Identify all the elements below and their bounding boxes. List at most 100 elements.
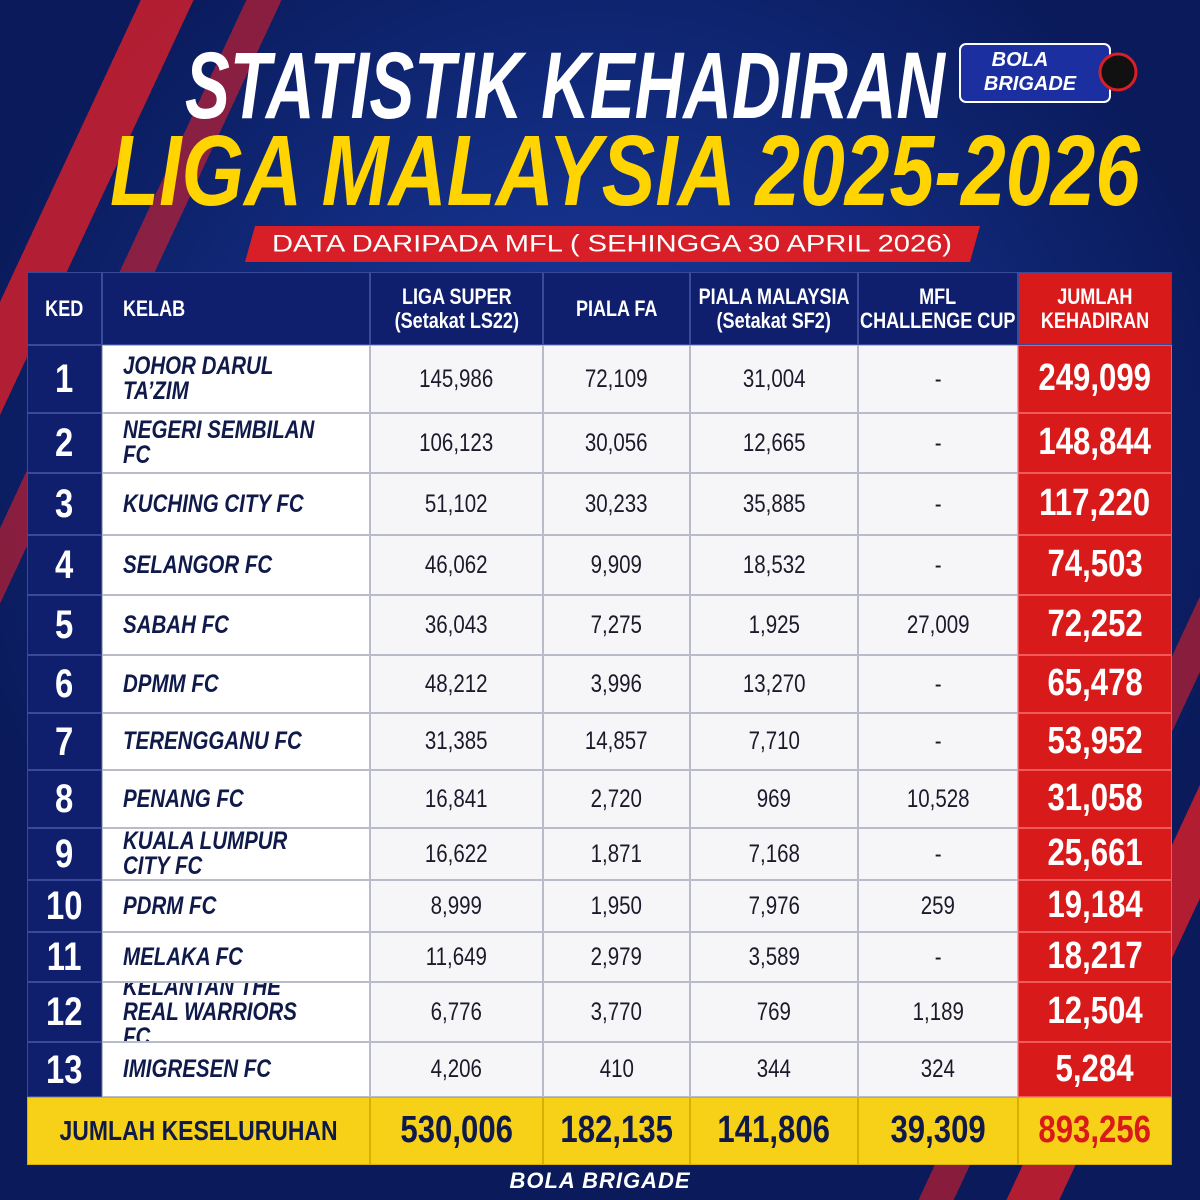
club-name-text: SELANGOR FC <box>123 550 273 579</box>
attendance: - <box>858 413 1018 473</box>
club-name: SELANGOR FC <box>102 535 370 595</box>
attendance-text: 3,589 <box>748 942 800 971</box>
attendance-text: - <box>934 839 942 868</box>
total-attendance-text: 18,217 <box>1047 935 1143 978</box>
attendance: 1,950 <box>543 880 690 932</box>
club-name: TERENGGANU FC <box>102 713 370 770</box>
attendance-text: 344 <box>756 1055 792 1084</box>
attendance: 3,996 <box>543 655 690 713</box>
club-name-text: IMIGRESEN FC <box>123 1055 272 1083</box>
attendance-text: 51,102 <box>425 489 488 518</box>
attendance-text: 969 <box>756 784 792 813</box>
attendance-text: 8,999 <box>430 891 483 920</box>
attendance: 35,885 <box>690 473 858 535</box>
club-name-text: SABAH FC <box>123 610 229 639</box>
rank: 6 <box>27 655 102 713</box>
attendance-text: 31,385 <box>425 727 488 756</box>
attendance-text: 27,009 <box>906 610 970 639</box>
club-name: MELAKA FC <box>102 932 370 982</box>
attendance: 2,720 <box>543 770 690 828</box>
attendance: 145,986 <box>370 345 543 413</box>
attendance-text: - <box>934 364 942 393</box>
club-name-text: PENANG FC <box>123 784 244 813</box>
attendance-text: 7,710 <box>748 727 800 756</box>
total-attendance: 19,184 <box>1018 880 1172 932</box>
club-name: PDRM FC <box>102 880 370 932</box>
grand-total: 893,256 <box>1018 1097 1172 1165</box>
attendance: 16,622 <box>370 828 543 880</box>
attendance: 410 <box>543 1042 690 1097</box>
rank-text: 13 <box>46 1047 83 1092</box>
total-attendance-text: 5,284 <box>1056 1047 1134 1090</box>
attendance-text: 2,720 <box>590 784 643 813</box>
total-attendance-text: 249,099 <box>1038 357 1152 400</box>
grand-total-text: 39,309 <box>890 1109 986 1152</box>
club-name: SABAH FC <box>102 595 370 655</box>
attendance-text: 2,979 <box>590 942 643 971</box>
rank-text: 4 <box>55 543 74 587</box>
attendance-text: 72,109 <box>585 364 648 393</box>
attendance-text: - <box>934 489 942 518</box>
attendance-text: - <box>934 942 942 971</box>
club-name: KELANTAN THE REAL WARRIORS FC <box>102 982 370 1042</box>
total-attendance: 53,952 <box>1018 713 1172 770</box>
club-name-text: NEGERI SEMBILAN FC <box>123 416 315 469</box>
total-attendance: 249,099 <box>1018 345 1172 413</box>
rank-text: 8 <box>55 777 74 821</box>
attendance-text: - <box>934 428 942 457</box>
logo-badge <box>1098 52 1138 92</box>
title: STATISTIK KEHADIRAN <box>185 33 947 139</box>
attendance: 9,909 <box>543 535 690 595</box>
attendance-text: 1,189 <box>912 997 964 1026</box>
attendance: 7,710 <box>690 713 858 770</box>
attendance: 18,532 <box>690 535 858 595</box>
attendance: 7,275 <box>543 595 690 655</box>
grand-total-text: 530,006 <box>400 1109 513 1152</box>
grand-total-text: 893,256 <box>1038 1109 1152 1152</box>
rank: 10 <box>27 880 102 932</box>
subtitle: LIGA MALAYSIA 2025-2026 <box>110 115 1141 227</box>
attendance: 31,385 <box>370 713 543 770</box>
attendance: 1,925 <box>690 595 858 655</box>
attendance: 106,123 <box>370 413 543 473</box>
attendance-text: 14,857 <box>585 727 648 756</box>
attendance: 31,004 <box>690 345 858 413</box>
attendance-text: 16,622 <box>425 839 488 868</box>
column-header-text: KED <box>45 295 84 321</box>
club-name-text: MELAKA FC <box>123 942 243 971</box>
total-attendance-text: 53,952 <box>1047 719 1143 762</box>
rank: 7 <box>27 713 102 770</box>
source: DATA DARIPADA MFL ( SEHINGGA 30 APRIL 20… <box>272 230 952 257</box>
attendance: 13,270 <box>690 655 858 713</box>
attendance: 769 <box>690 982 858 1042</box>
attendance-text: 18,532 <box>742 550 806 579</box>
attendance-text: 4,206 <box>430 1055 483 1084</box>
total-attendance-text: 31,058 <box>1047 777 1143 820</box>
rank-text: 12 <box>46 990 83 1034</box>
attendance-text: 145,986 <box>419 364 494 393</box>
column-header: PIALA MALAYSIA (Setakat SF2) <box>690 272 858 345</box>
attendance: 7,976 <box>690 880 858 932</box>
column-header-text: (Setakat LS22) <box>394 307 519 333</box>
grand-total-text: 182,135 <box>560 1109 673 1152</box>
total-attendance-text: 65,478 <box>1047 662 1143 705</box>
rank-text: 1 <box>55 357 74 401</box>
column-header: KED <box>27 272 102 345</box>
attendance-text: 7,168 <box>748 839 800 868</box>
club-name: DPMM FC <box>102 655 370 713</box>
grand-total: 39,309 <box>858 1097 1018 1165</box>
attendance: - <box>858 473 1018 535</box>
attendance: - <box>858 535 1018 595</box>
rank-text: 7 <box>55 719 74 764</box>
footer-brand: BOLA BRIGADE <box>509 1168 691 1193</box>
rank: 12 <box>27 982 102 1042</box>
total-attendance-text: 74,503 <box>1047 543 1143 586</box>
total-attendance-text: 19,184 <box>1047 884 1143 927</box>
attendance-text: 46,062 <box>425 550 488 579</box>
attendance: 12,665 <box>690 413 858 473</box>
total-attendance: 31,058 <box>1018 770 1172 828</box>
attendance: - <box>858 932 1018 982</box>
rank-text: 11 <box>47 935 82 979</box>
attendance-text: 36,043 <box>425 610 488 639</box>
club-name-text: JOHOR DARUL TA’ZIM <box>123 352 273 405</box>
